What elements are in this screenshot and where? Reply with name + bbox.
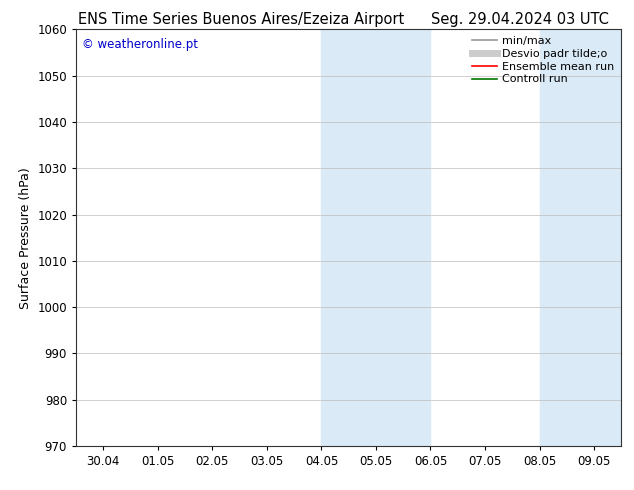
- Bar: [321, 29, 430, 446]
- Bar: [540, 29, 634, 446]
- Text: © weatheronline.pt: © weatheronline.pt: [82, 38, 198, 51]
- Text: ENS Time Series Buenos Aires/Ezeiza Airport: ENS Time Series Buenos Aires/Ezeiza Airp…: [78, 12, 404, 27]
- Text: Seg. 29.04.2024 03 UTC: Seg. 29.04.2024 03 UTC: [431, 12, 609, 27]
- Legend: min/max, Desvio padr tilde;o, Ensemble mean run, Controll run: min/max, Desvio padr tilde;o, Ensemble m…: [469, 33, 618, 88]
- Y-axis label: Surface Pressure (hPa): Surface Pressure (hPa): [19, 167, 32, 309]
